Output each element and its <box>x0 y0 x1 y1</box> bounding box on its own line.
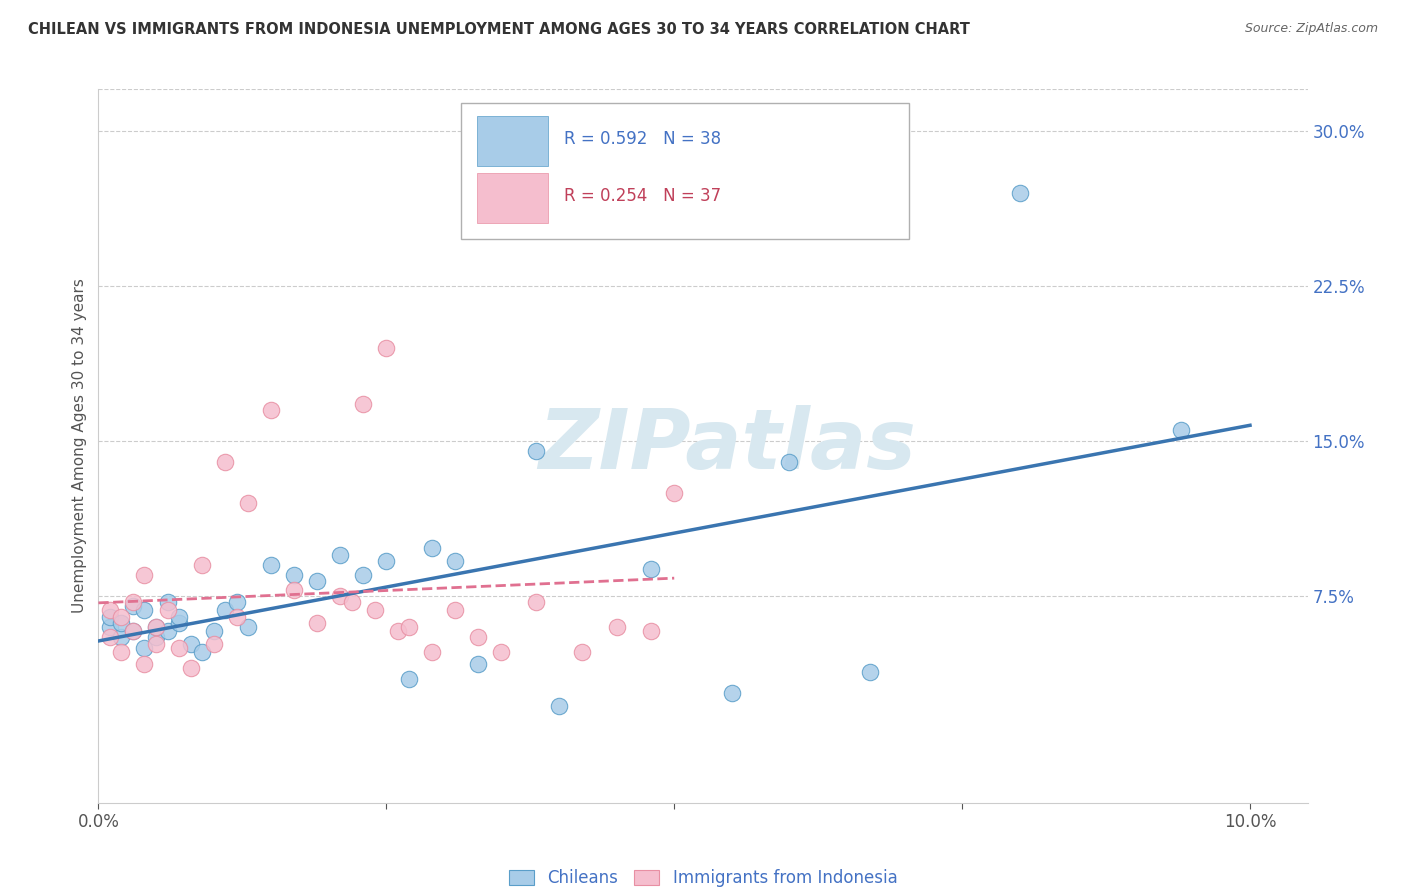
Point <box>422 645 444 659</box>
Point <box>640 562 662 576</box>
FancyBboxPatch shape <box>477 116 548 166</box>
Point <box>98 620 121 634</box>
Point <box>606 620 628 634</box>
Point <box>364 603 387 617</box>
Text: R = 0.254   N = 37: R = 0.254 N = 37 <box>564 187 721 205</box>
Point <box>110 615 132 630</box>
Text: ZIPatlas: ZIPatlas <box>538 406 917 486</box>
Text: R = 0.592   N = 38: R = 0.592 N = 38 <box>564 130 721 148</box>
Point <box>167 615 190 630</box>
Point <box>340 595 363 609</box>
Point <box>191 645 214 659</box>
Point <box>329 589 352 603</box>
Point <box>214 454 236 468</box>
Point <box>548 698 571 713</box>
Point <box>110 609 132 624</box>
FancyBboxPatch shape <box>461 103 908 239</box>
Point <box>98 603 121 617</box>
Point <box>375 341 398 355</box>
Point <box>156 595 179 609</box>
Point <box>859 665 882 680</box>
Point <box>352 396 374 410</box>
Point <box>134 568 156 582</box>
Point <box>202 636 225 650</box>
FancyBboxPatch shape <box>477 173 548 223</box>
Point <box>524 444 547 458</box>
Point <box>98 609 121 624</box>
Point <box>467 630 489 644</box>
Point <box>664 485 686 500</box>
Point <box>398 672 420 686</box>
Point <box>214 603 236 617</box>
Point <box>260 402 283 417</box>
Point <box>467 657 489 672</box>
Point <box>145 636 167 650</box>
Point <box>329 548 352 562</box>
Point <box>191 558 214 572</box>
Point <box>1008 186 1031 200</box>
Point <box>225 609 247 624</box>
Point <box>167 640 190 655</box>
Point <box>180 661 202 675</box>
Point <box>145 630 167 644</box>
Point <box>145 620 167 634</box>
Point <box>122 599 145 614</box>
Point <box>122 624 145 639</box>
Point <box>398 620 420 634</box>
Text: Source: ZipAtlas.com: Source: ZipAtlas.com <box>1244 22 1378 36</box>
Point <box>260 558 283 572</box>
Point <box>444 603 467 617</box>
Point <box>202 624 225 639</box>
Y-axis label: Unemployment Among Ages 30 to 34 years: Unemployment Among Ages 30 to 34 years <box>72 278 87 614</box>
Point <box>134 657 156 672</box>
Point <box>720 686 742 700</box>
Legend: Chileans, Immigrants from Indonesia: Chileans, Immigrants from Indonesia <box>509 869 897 888</box>
Point <box>422 541 444 556</box>
Text: CHILEAN VS IMMIGRANTS FROM INDONESIA UNEMPLOYMENT AMONG AGES 30 TO 34 YEARS CORR: CHILEAN VS IMMIGRANTS FROM INDONESIA UNE… <box>28 22 970 37</box>
Point <box>1170 424 1192 438</box>
Point <box>156 624 179 639</box>
Point <box>134 603 156 617</box>
Point <box>778 454 800 468</box>
Point <box>571 645 593 659</box>
Point <box>167 609 190 624</box>
Point <box>283 582 305 597</box>
Point <box>145 620 167 634</box>
Point <box>122 624 145 639</box>
Point <box>307 615 329 630</box>
Point <box>640 624 662 639</box>
Point <box>236 496 259 510</box>
Point <box>180 636 202 650</box>
Point <box>491 645 513 659</box>
Point <box>307 574 329 589</box>
Point <box>225 595 247 609</box>
Point <box>110 645 132 659</box>
Point <box>236 620 259 634</box>
Point <box>122 595 145 609</box>
Point <box>375 554 398 568</box>
Point <box>134 640 156 655</box>
Point <box>387 624 409 639</box>
Point <box>98 630 121 644</box>
Point <box>283 568 305 582</box>
Point <box>156 603 179 617</box>
Point <box>524 595 547 609</box>
Point <box>444 554 467 568</box>
Point <box>352 568 374 582</box>
Point <box>110 630 132 644</box>
